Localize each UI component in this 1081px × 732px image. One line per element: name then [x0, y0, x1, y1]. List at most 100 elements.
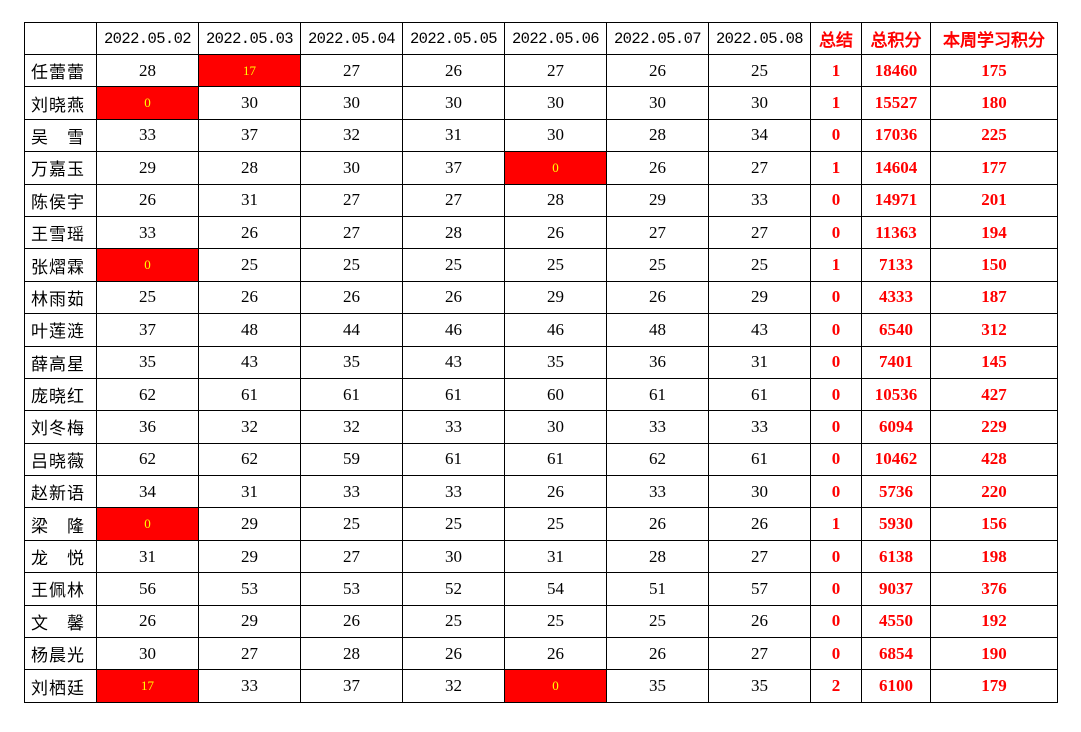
header-date: 2022.05.05 [402, 22, 505, 55]
weekly-score-cell: 156 [930, 507, 1058, 541]
header-summary: 总结 [810, 22, 862, 55]
student-name: 叶莲涟 [24, 313, 97, 347]
score-cell: 27 [300, 183, 403, 217]
table-row: 梁 隆 0 29 25 25 25 26 26 1 5930 156 [24, 507, 1058, 541]
score-cell: 31 [198, 183, 301, 217]
weekly-score-cell: 312 [930, 313, 1058, 347]
table-row: 陈侯宇 26 31 27 27 28 29 33 0 14971 201 [24, 183, 1058, 217]
score-cell: 62 [96, 442, 199, 477]
score-cell-highlighted: 0 [504, 669, 607, 703]
score-cell: 35 [504, 345, 607, 379]
score-cell: 61 [708, 442, 811, 477]
table-row: 吕晓薇 62 62 59 61 61 62 61 0 10462 428 [24, 442, 1058, 477]
score-cell: 25 [708, 248, 811, 282]
score-cell: 28 [198, 151, 301, 185]
score-cell: 61 [504, 442, 607, 477]
total-score-cell: 17036 [861, 118, 931, 153]
summary-cell: 0 [810, 118, 862, 153]
score-cell: 61 [402, 377, 505, 412]
summary-cell: 0 [810, 183, 862, 217]
score-cell: 33 [708, 183, 811, 217]
summary-cell: 0 [810, 313, 862, 347]
score-cell: 25 [504, 507, 607, 541]
total-score-cell: 7133 [861, 248, 931, 282]
table-row: 刘冬梅 36 32 32 33 30 33 33 0 6094 229 [24, 410, 1058, 444]
score-cell: 37 [402, 151, 505, 185]
score-cell: 30 [504, 118, 607, 153]
summary-cell: 1 [810, 86, 862, 120]
score-cell: 35 [96, 345, 199, 379]
score-cell: 51 [606, 572, 709, 606]
score-cell: 25 [300, 507, 403, 541]
score-cell: 28 [96, 53, 199, 88]
score-table: 2022.05.02 2022.05.03 2022.05.04 2022.05.05… [24, 22, 1058, 703]
weekly-score-cell: 190 [930, 637, 1058, 671]
score-cell: 36 [606, 345, 709, 379]
student-name: 刘栖廷 [24, 669, 97, 703]
total-score-cell: 15527 [861, 86, 931, 120]
score-cell: 27 [198, 637, 301, 671]
score-cell: 61 [606, 377, 709, 412]
score-cell: 27 [300, 215, 403, 250]
table-row: 王佩林 56 53 53 52 54 51 57 0 9037 376 [24, 572, 1058, 606]
score-cell: 25 [504, 248, 607, 282]
score-cell: 25 [96, 280, 199, 315]
student-name: 杨晨光 [24, 637, 97, 671]
score-cell: 29 [606, 183, 709, 217]
score-cell: 29 [504, 280, 607, 315]
score-cell: 43 [402, 345, 505, 379]
score-cell: 62 [96, 377, 199, 412]
total-score-cell: 6094 [861, 410, 931, 444]
header-date: 2022.05.06 [504, 22, 607, 55]
score-cell: 26 [606, 637, 709, 671]
score-cell-highlighted: 17 [96, 669, 199, 703]
table-row: 叶莲涟 37 48 44 46 46 48 43 0 6540 312 [24, 313, 1058, 347]
summary-cell: 0 [810, 539, 862, 574]
header-row: 2022.05.02 2022.05.03 2022.05.04 2022.05.05… [24, 22, 1058, 55]
score-cell-highlighted: 0 [504, 151, 607, 185]
score-cell: 53 [300, 572, 403, 606]
table-row: 刘晓燕 0 30 30 30 30 30 30 1 15527 180 [24, 86, 1058, 120]
score-cell-highlighted: 0 [96, 248, 199, 282]
score-cell: 48 [198, 313, 301, 347]
score-cell: 31 [504, 539, 607, 574]
summary-cell: 0 [810, 345, 862, 379]
score-cell: 27 [708, 151, 811, 185]
score-cell: 30 [96, 637, 199, 671]
score-cell: 26 [606, 151, 709, 185]
score-cell: 30 [402, 539, 505, 574]
score-cell-highlighted: 0 [96, 86, 199, 120]
summary-cell: 1 [810, 248, 862, 282]
score-cell: 34 [708, 118, 811, 153]
score-cell: 32 [198, 410, 301, 444]
summary-cell: 1 [810, 151, 862, 185]
student-name: 万嘉玉 [24, 151, 97, 185]
header-date: 2022.05.07 [606, 22, 709, 55]
score-cell: 26 [504, 215, 607, 250]
score-cell: 26 [402, 53, 505, 88]
score-cell: 26 [708, 507, 811, 541]
score-cell: 33 [402, 475, 505, 509]
score-cell: 43 [198, 345, 301, 379]
summary-cell: 0 [810, 637, 862, 671]
table-row: 薛高星 35 43 35 43 35 36 31 0 7401 145 [24, 345, 1058, 379]
score-cell: 31 [96, 539, 199, 574]
score-cell: 33 [606, 475, 709, 509]
header-date: 2022.05.08 [708, 22, 811, 55]
score-cell: 60 [504, 377, 607, 412]
total-score-cell: 6138 [861, 539, 931, 574]
score-cell: 27 [708, 215, 811, 250]
table-row: 吴 雪 33 37 32 31 30 28 34 0 17036 225 [24, 118, 1058, 153]
student-name: 梁 隆 [24, 507, 97, 541]
score-cell: 27 [708, 539, 811, 574]
score-cell: 27 [402, 183, 505, 217]
table-row: 庞晓红 62 61 61 61 60 61 61 0 10536 427 [24, 377, 1058, 412]
score-cell: 29 [198, 604, 301, 639]
score-cell: 62 [198, 442, 301, 477]
table-row: 张熠霖 0 25 25 25 25 25 25 1 7133 150 [24, 248, 1058, 282]
score-cell: 37 [96, 313, 199, 347]
table-row: 杨晨光 30 27 28 26 26 26 27 0 6854 190 [24, 637, 1058, 671]
score-cell: 43 [708, 313, 811, 347]
score-cell: 28 [402, 215, 505, 250]
score-cell: 61 [198, 377, 301, 412]
